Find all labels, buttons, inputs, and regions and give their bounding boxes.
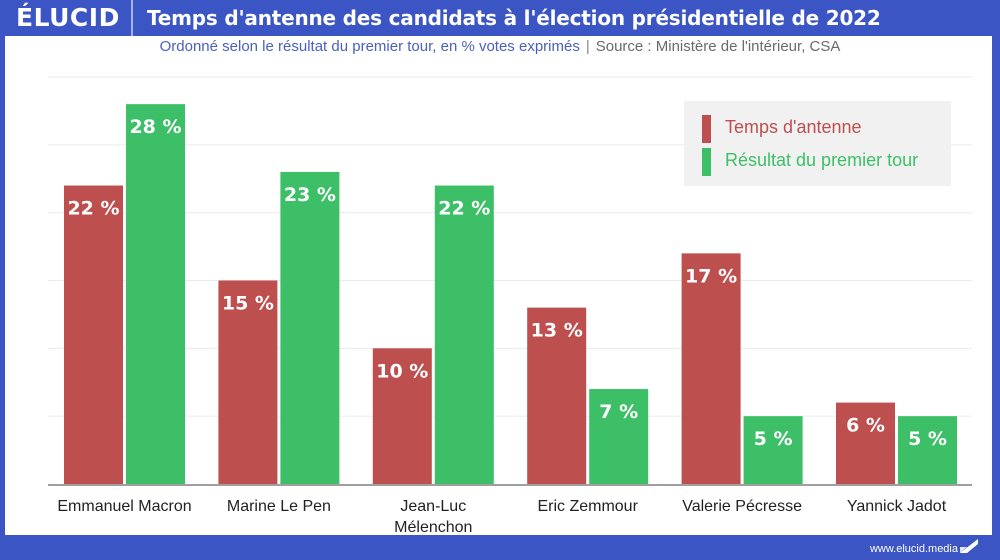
x-axis-label-line: Jean-Luc: [400, 498, 467, 515]
gridlines: [48, 76, 972, 417]
bar-temps-antenne: [836, 402, 895, 484]
x-axis-label-line: Valerie Pécresse: [682, 498, 802, 515]
bar-value-label: 7 %: [599, 401, 638, 423]
x-axis-label: Marine Le Pen: [199, 496, 359, 517]
x-axis-label: Emmanuel Macron: [45, 496, 205, 517]
chart-title: Temps d'antenne des candidats à l'électi…: [147, 6, 881, 30]
bar-value-label: 13 %: [531, 320, 583, 342]
bar-value-label: 6 %: [846, 415, 885, 437]
bar-temps-antenne: [64, 185, 123, 485]
x-axis-label-line: Marine Le Pen: [226, 498, 331, 515]
bar-value-label: 5 %: [908, 428, 947, 450]
bar-resultat: [898, 416, 957, 484]
x-axis-label: Eric Zemmour: [508, 496, 668, 517]
bar-resultat: [280, 171, 340, 484]
bar-value-label: 28 %: [129, 116, 181, 138]
bar-value-label: 22 %: [438, 198, 490, 220]
elucid-flag-icon: [960, 539, 978, 553]
bar-value-label: 23 %: [284, 184, 336, 206]
bar-resultat: [434, 185, 494, 485]
bar-temps-antenne: [681, 253, 741, 484]
legend-label-temps-antenne: Temps d'antenne: [725, 117, 862, 137]
legend-label-resultat: Résultat du premier tour: [725, 150, 919, 170]
bars: [64, 104, 957, 485]
x-axis-label-line: Yannick Jadot: [846, 498, 947, 515]
x-axis-label-line: Mélenchon: [394, 519, 473, 536]
bar-value-label: 15 %: [222, 293, 274, 315]
x-axis-label-line: Emmanuel Macron: [57, 498, 192, 515]
header-divider: [131, 0, 133, 36]
bar-resultat: [589, 389, 649, 484]
bar-value-label: 22 %: [67, 198, 119, 220]
bar-value-label: 5 %: [754, 428, 793, 450]
bar-temps-antenne: [527, 307, 587, 484]
bar-resultat: [743, 416, 803, 484]
bar-value-label: 17 %: [685, 265, 737, 287]
bar-value-label: 10 %: [376, 360, 428, 382]
legend-swatch-temps-antenne: [702, 115, 711, 143]
bar-resultat: [126, 104, 185, 484]
subtitle-separator: |: [585, 38, 590, 55]
bar-temps-antenne: [218, 280, 278, 484]
legend: Temps d'antenne Résultat du premier tour: [684, 101, 951, 186]
x-axis-label: Valerie Pécresse: [662, 496, 822, 517]
x-axis-label: Yannick Jadot: [817, 496, 977, 517]
subtitle-text: Ordonné selon le résultat du premier tou…: [159, 38, 580, 55]
header-bar: ÉLUCID Temps d'antenne des candidats à l…: [0, 0, 1000, 36]
bar-temps-antenne: [372, 348, 432, 484]
bar-labels: 22 % 28 % 15 % 23 % 10 % 22 % 13 % 7 % 17 % 5 % 6 …: [67, 116, 946, 450]
x-axis-label-line: Eric Zemmour: [537, 498, 638, 515]
source-text: Source : Ministère de l'intérieur, CSA: [595, 38, 841, 55]
legend-swatch-resultat: [702, 148, 711, 176]
chart-subtitle: Ordonné selon le résultat du premier tou…: [0, 38, 1000, 55]
elucid-logo: ÉLUCID: [16, 3, 120, 32]
footer-url: www.elucid.media: [869, 543, 958, 555]
x-axis-label: Jean-Luc Mélenchon: [353, 496, 513, 538]
